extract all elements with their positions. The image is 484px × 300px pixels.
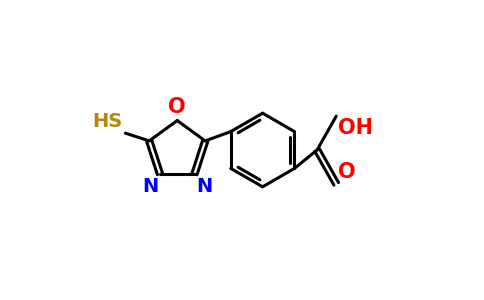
Text: O: O	[168, 97, 186, 117]
Text: OH: OH	[338, 118, 373, 138]
Text: N: N	[196, 177, 212, 196]
Text: O: O	[338, 162, 355, 182]
Text: HS: HS	[92, 112, 122, 131]
Text: N: N	[142, 177, 158, 196]
